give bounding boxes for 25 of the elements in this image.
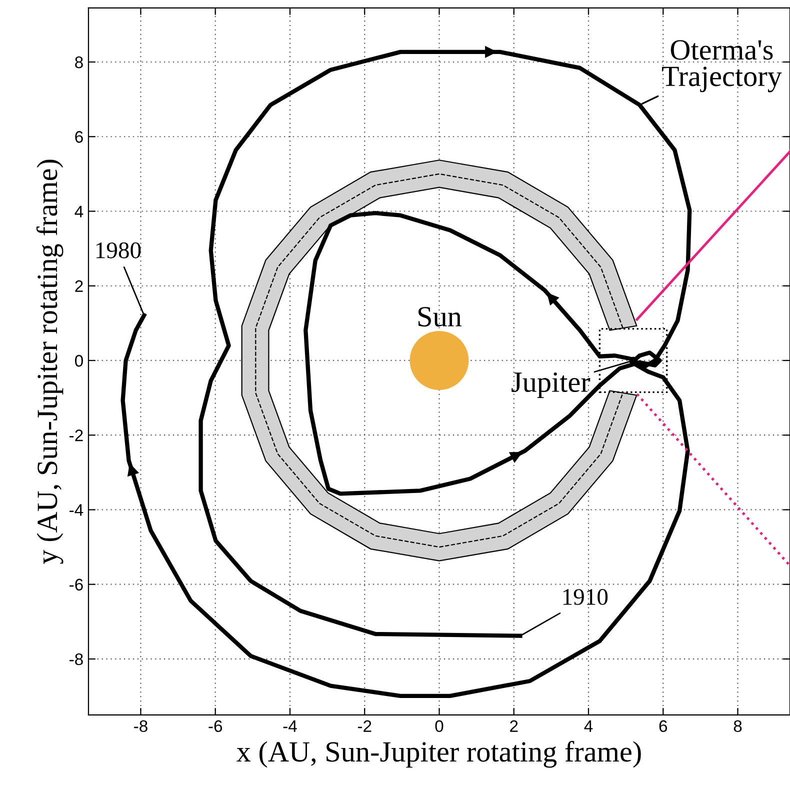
y-tick-label: 6 [75,131,83,143]
x-axis-title: x (AU, Sun-Jupiter rotating frame) [236,740,641,768]
y-tick-label: 4 [74,206,84,218]
annotation: 1910 [563,589,608,605]
y-tick-label: -2 [70,430,83,442]
y-tick-label: -8 [70,653,83,666]
annotation: Sun [418,306,462,327]
annotation: 1980 [96,242,141,258]
x-tick-label: -4 [283,720,297,732]
y-tick-label: -6 [70,578,83,591]
legend-label: Oterma's Trajectory [662,40,782,92]
x-tick-label: 2 [510,720,518,732]
x-tick-label: 8 [734,720,742,732]
y-axis-title: y (AU, Sun-Jupiter rotating frame) [36,160,64,564]
x-tick-label: 4 [584,720,593,732]
x-tick-label: -8 [134,720,148,732]
y-tick-label: 2 [75,280,83,292]
x-tick-label: 0 [435,720,444,732]
x-tick-label: 6 [659,720,668,732]
y-tick-label: 0 [75,354,83,367]
x-tick-label: -2 [358,720,372,732]
y-tick-label: -4 [70,504,84,516]
annotation: Jupiter [512,372,590,398]
y-tick-label: 8 [75,56,83,68]
x-tick-label: -6 [208,720,222,732]
